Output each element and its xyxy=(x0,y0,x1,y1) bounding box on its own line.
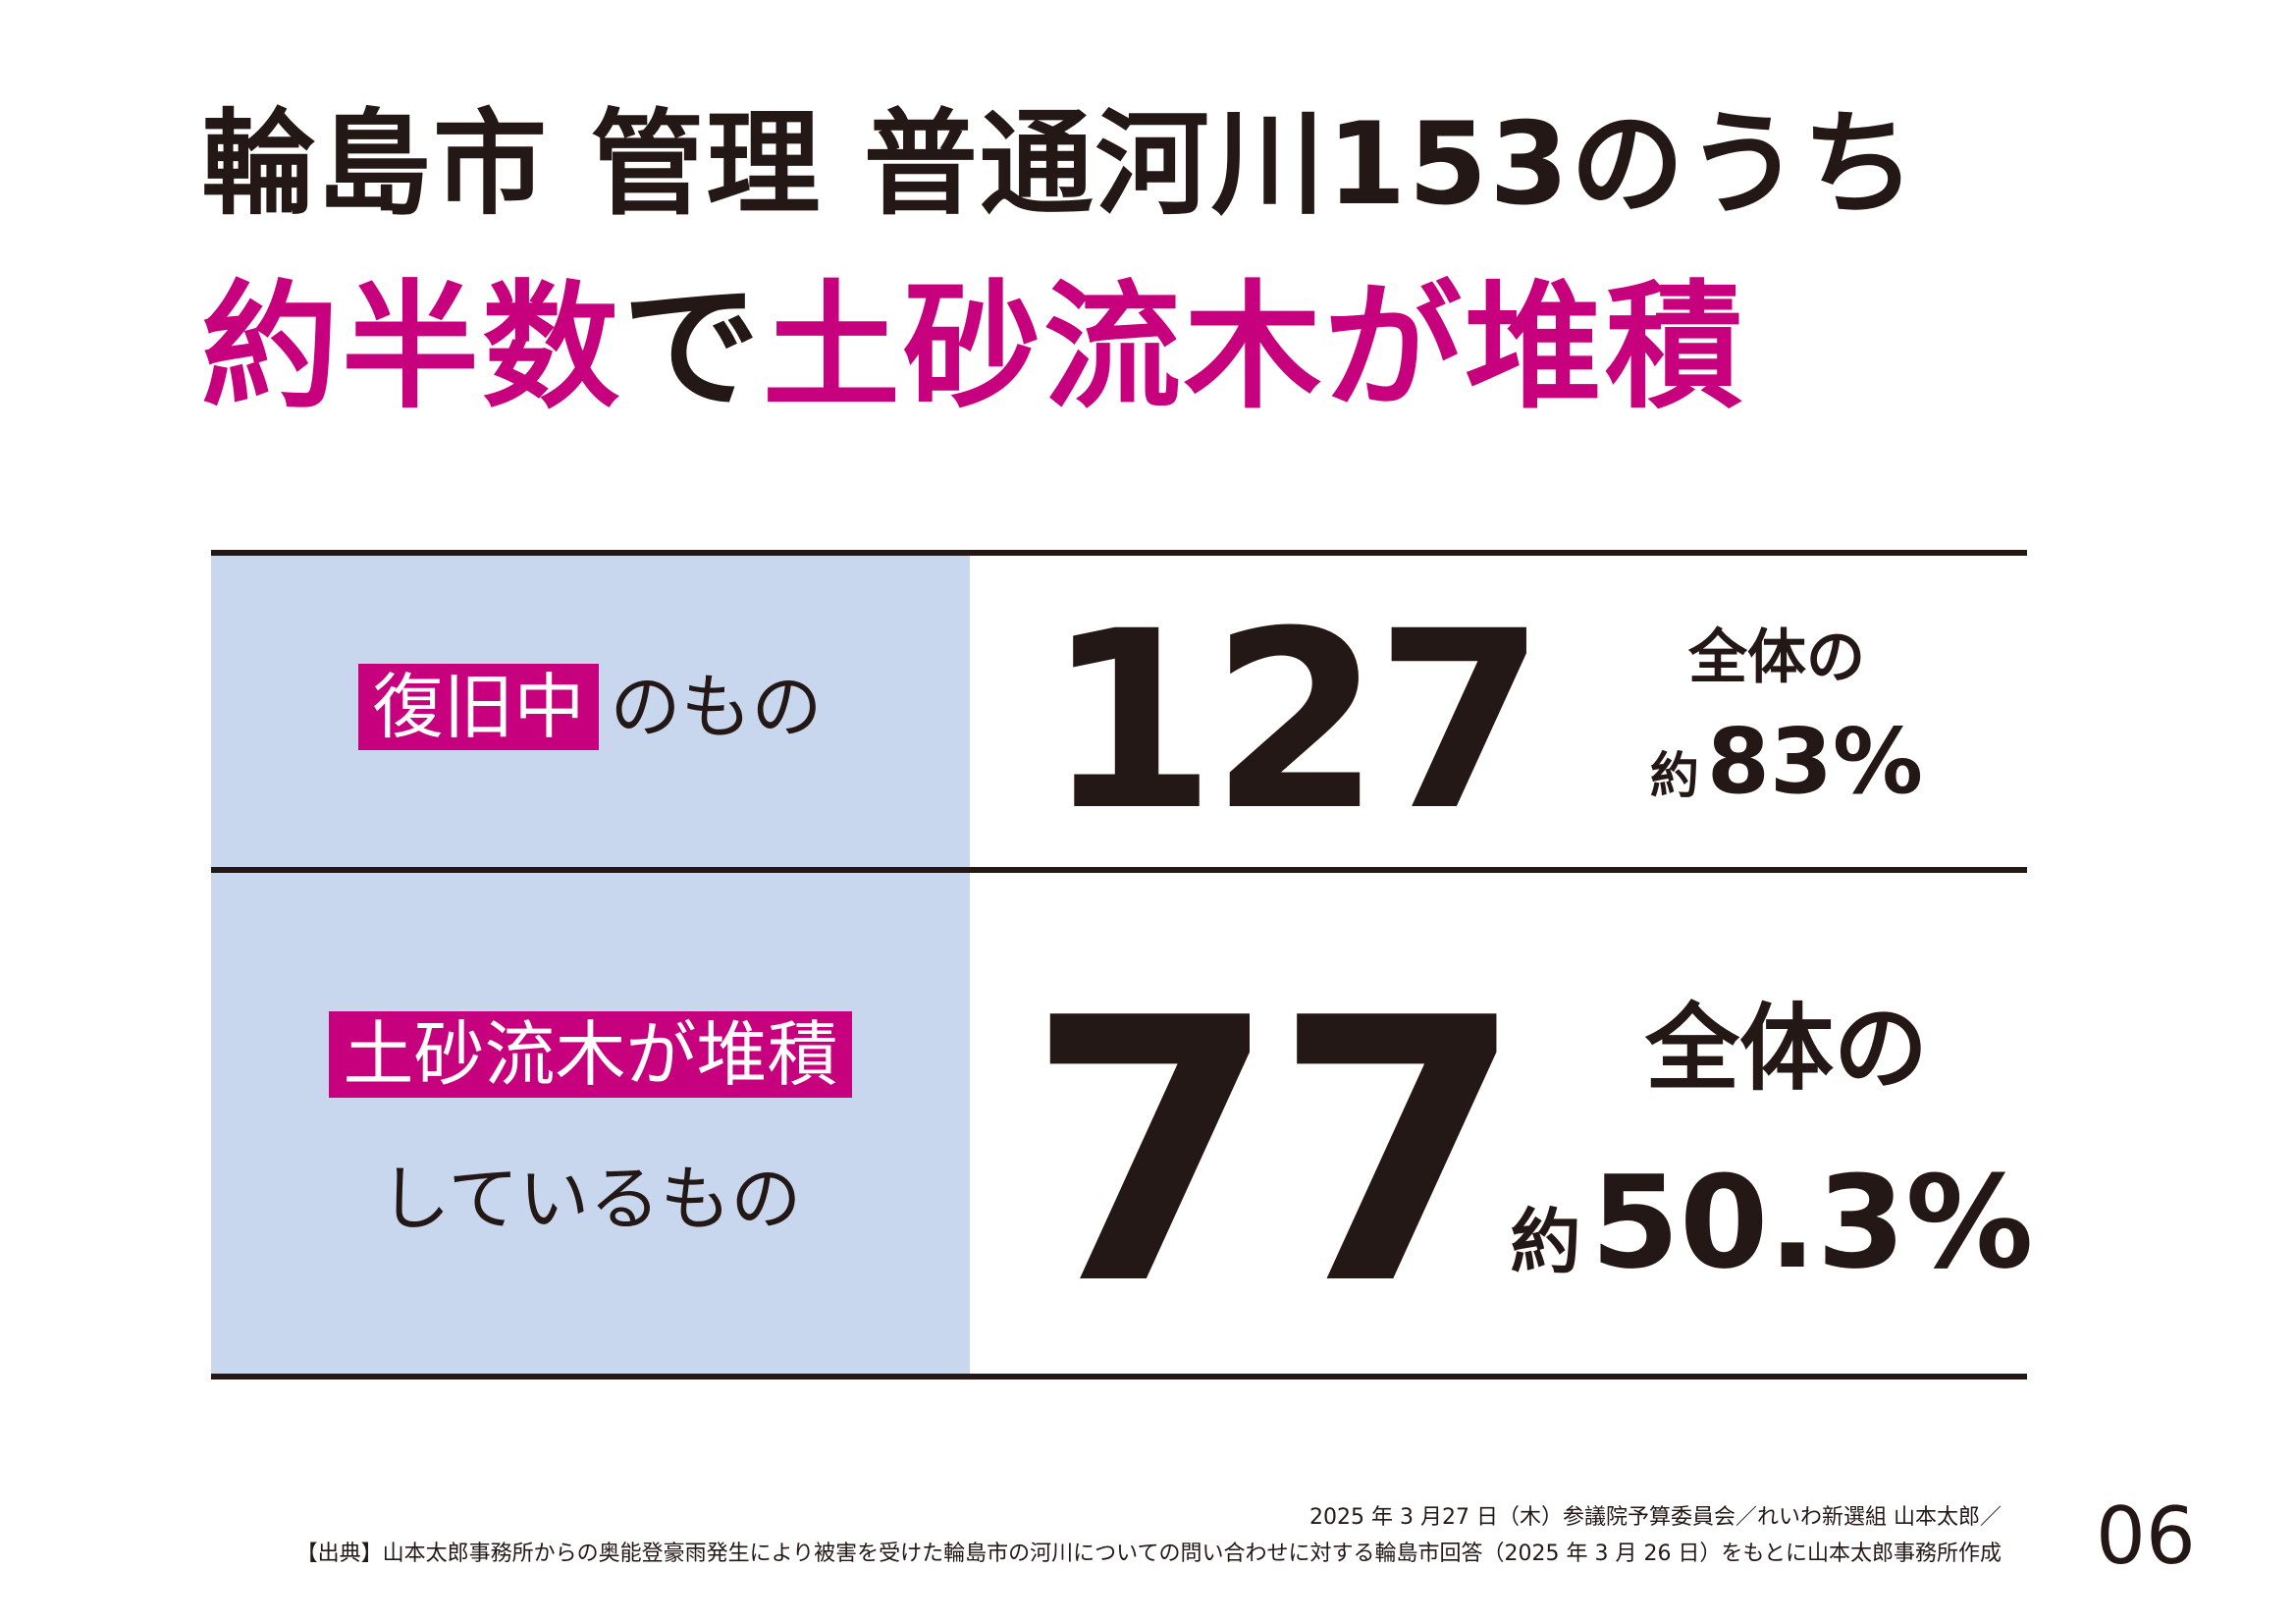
row-1-ratio-prefix: 全体の xyxy=(1688,623,1865,692)
footer-credit: 2025 年 3 月27 日（木）参議院予算委員会／れいわ新選組 山本太郎／ xyxy=(1309,1505,2002,1530)
row-1-ratio-value: 83% xyxy=(1706,709,1924,814)
row-1-ratio-about: 約 xyxy=(1649,747,1699,804)
title-line-1: 輪島市 管理 普通河川153のうち xyxy=(201,98,1918,231)
row-2-ratio-about: 約 xyxy=(1510,1201,1581,1283)
footer-source: 【出典】山本太郎事務所からの奥能登豪雨発生により被害を受けた輪島市の河川について… xyxy=(295,1542,2002,1566)
row-1-count: 127 xyxy=(1045,578,1546,864)
table-bottom-rule xyxy=(211,1374,2027,1380)
row-2-ratio-prefix: 全体の xyxy=(1645,994,1928,1104)
row-2-label-rest: しているもの xyxy=(379,1158,802,1240)
table-top-rule xyxy=(211,550,2027,556)
title-line-2: 約半数で土砂流木が堆積 xyxy=(201,280,1745,417)
row-1-label-rest: のもの xyxy=(610,666,823,748)
row-2-label-rest-line: しているもの xyxy=(211,1164,970,1234)
row-1-ratio: 約83% xyxy=(1600,717,1973,807)
row-2-ratio: 約50.3% xyxy=(1487,1159,2056,1286)
row-2-tag-line: 土砂流木が堆積 xyxy=(211,1011,970,1098)
title-connector: で xyxy=(622,268,764,428)
title-highlight-half: 約半数 xyxy=(201,268,623,428)
row-1-label: 復旧中 のもの xyxy=(211,664,970,750)
table-middle-rule xyxy=(211,867,2027,873)
title-highlight-sediment: 土砂流木が堆積 xyxy=(763,268,1746,428)
page-number: 06 xyxy=(2096,1490,2196,1582)
row-2-count: 77 xyxy=(1026,943,1525,1365)
row-2-tag: 土砂流木が堆積 xyxy=(329,1011,852,1098)
row-2-ratio-value: 50.3% xyxy=(1590,1148,2034,1297)
row-1-tag: 復旧中 xyxy=(358,664,599,750)
